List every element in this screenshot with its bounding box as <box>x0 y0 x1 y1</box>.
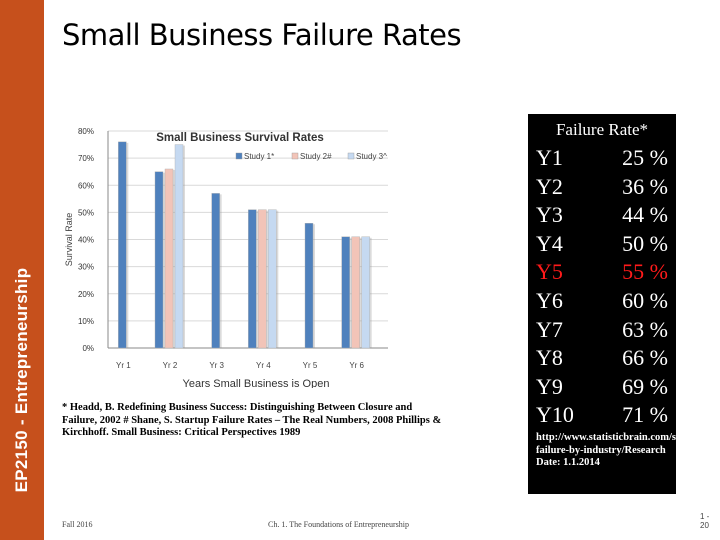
chart-bar <box>164 168 174 349</box>
chart-ytick-label: 40% <box>78 236 94 245</box>
chart-title: Small Business Survival Rates <box>156 132 323 144</box>
failure-rate-value: 66 % <box>622 345 668 371</box>
chart-y-axis-label: Survival Rate <box>64 213 74 267</box>
chart-legend-label: Study 3^ <box>356 152 387 161</box>
chart-xtick-label: Yr 2 <box>163 361 178 370</box>
chart-bar <box>351 236 360 349</box>
sidebar-course-label: EP2150 - Entrepreneurship <box>12 267 31 493</box>
failure-rate-source: http://www.statisticbrain.com/startup-fa… <box>536 432 709 469</box>
chart-legend-label: Study 2# <box>300 152 332 161</box>
failure-rate-year: Y7 <box>536 316 563 342</box>
chart-bar-shadow <box>369 237 372 348</box>
failure-rate-year: Y10 <box>536 402 574 428</box>
chart-bar <box>154 171 164 349</box>
chart-ytick-label: 10% <box>78 317 94 326</box>
failure-rate-year: Y9 <box>536 373 563 399</box>
failure-rate-year: Y1 <box>536 145 563 170</box>
chart-ytick-label: 20% <box>78 290 94 299</box>
failure-rate-row: Y4 50 % <box>536 230 668 259</box>
chart-legend-label: Study 1* <box>244 152 274 161</box>
chart-x-axis-label: Years Small Business is Open <box>183 378 330 388</box>
survival-rate-chart: 0% 10% 20% 30% 40% 50% 60% 70% 80% Yr 1 Yr 2 Yr 3 Yr… <box>60 116 398 388</box>
chart-ytick-label: 70% <box>78 154 94 163</box>
chart-bar <box>361 236 370 349</box>
failure-rate-row: Y3 44 % <box>536 201 668 230</box>
failure-rate-value: 44 % <box>622 202 668 228</box>
failure-rate-value: 36 % <box>622 173 668 199</box>
failure-rate-value: 50 % <box>622 230 668 256</box>
chart-bar-shadow <box>256 210 259 348</box>
page-title: Small Business Failure Rates <box>62 18 462 52</box>
chart-ytick-label: 60% <box>78 181 94 190</box>
failure-rate-row: Y7 63 % <box>536 316 668 345</box>
chart-xtick-label: Yr 5 <box>303 361 318 370</box>
chart-bar <box>174 144 184 349</box>
chart-bar-shadow <box>126 142 129 348</box>
failure-rate-year: Y2 <box>536 173 563 199</box>
failure-rate-list: Y1 25 % Y2 36 % Y3 44 % Y4 50 % Y5 55 % Y6 60 % Y7 63… <box>536 144 668 430</box>
chart-bar-shadow <box>266 210 269 348</box>
failure-rate-value: 63 % <box>622 316 668 342</box>
failure-rate-row: Y10 71 % <box>536 401 668 430</box>
footer-chapter: Ch. 1. The Foundations of Entrepreneursh… <box>268 520 409 529</box>
chart-bar <box>248 209 257 349</box>
chart-xtick-label: Yr 6 <box>349 361 364 370</box>
chart-canvas: 0% 10% 20% 30% 40% 50% 60% 70% 80% Yr 1 Yr 2 Yr 3 Yr… <box>64 127 388 388</box>
sidebar-bar: EP2150 - Entrepreneurship <box>0 0 44 540</box>
failure-rate-row: Y5 55 % <box>536 258 668 287</box>
failure-rate-panel: Failure Rate* Y1 25 % Y2 36 % Y3 44 % Y4 50 % Y5… <box>528 114 709 494</box>
page-number: 1 - 20 <box>700 512 710 530</box>
failure-rate-header: Failure Rate* <box>555 120 649 139</box>
chart-bar-shadow <box>276 210 279 348</box>
failure-rate-year: Y6 <box>536 287 563 313</box>
chart-bar-shadow <box>313 224 315 348</box>
chart-ytick-label: 50% <box>78 208 94 217</box>
chart-bar <box>268 209 277 349</box>
chart-bar-shadow <box>349 237 352 348</box>
failure-rate-value: 60 % <box>622 287 668 313</box>
failure-rate-row: Y9 69 % <box>536 373 668 402</box>
failure-rate-year: Y3 <box>536 202 563 228</box>
failure-rate-row: Y6 60 % <box>536 287 668 316</box>
chart-ytick-label: 0% <box>82 344 94 353</box>
chart-legend-swatch <box>347 152 355 160</box>
chart-legend-swatch <box>291 152 299 160</box>
chart-bar <box>258 209 267 349</box>
chart-bar-shadow <box>359 237 362 348</box>
failure-rate-row: Y1 25 % <box>536 144 668 173</box>
failure-rate-value: 25 % <box>622 145 668 170</box>
chart-bar <box>304 223 314 349</box>
chart-xtick-label: Yr 4 <box>256 361 271 370</box>
failure-rate-value: 55 % <box>622 259 668 285</box>
failure-rate-year: Y4 <box>536 230 563 256</box>
failure-rate-row: Y2 36 % <box>536 173 668 202</box>
chart-footnote: * Headd, B. Redefining Business Success:… <box>62 402 442 439</box>
chart-xtick-label: Yr 1 <box>116 361 131 370</box>
chart-bar <box>211 193 220 349</box>
failure-rate-value: 69 % <box>622 373 668 399</box>
footer-term: Fall 2016 <box>62 520 93 529</box>
chart-xtick-label: Yr 3 <box>209 361 224 370</box>
chart-ytick-label: 80% <box>78 127 94 136</box>
chart-bar-shadow <box>183 145 185 348</box>
chart-ytick-label: 30% <box>78 263 94 272</box>
chart-legend-swatch <box>235 152 243 160</box>
chart-bar-shadow <box>219 194 222 348</box>
failure-rate-year: Y5 <box>536 259 563 285</box>
failure-rate-value: 71 % <box>622 402 668 428</box>
failure-rate-row: Y8 66 % <box>536 344 668 373</box>
chart-bar <box>118 141 127 349</box>
chart-bar <box>341 236 350 349</box>
failure-rate-year: Y8 <box>536 345 563 371</box>
chart-bar-shadow <box>173 169 175 348</box>
chart-bar-shadow <box>163 172 165 348</box>
